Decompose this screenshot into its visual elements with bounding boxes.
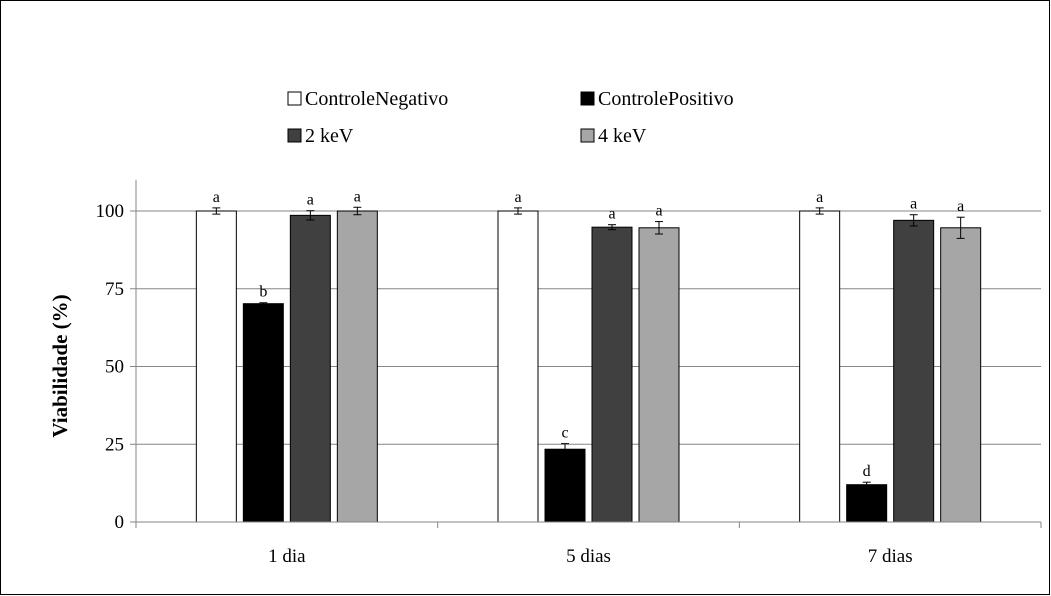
bar (591, 226, 633, 523)
y-tick-label: 100 (96, 201, 125, 222)
legend-label: 4 keV (598, 125, 647, 147)
significance-label: a (957, 198, 964, 215)
significance-label: c (561, 425, 568, 442)
legend-label: ControleNegativo (305, 88, 448, 110)
significance-label: a (307, 192, 314, 209)
significance-label: a (910, 196, 917, 213)
legend-item: 4 keV (580, 125, 647, 147)
bar (638, 227, 680, 523)
legend: ControleNegativo ControlePositivo 2 keV 4 k… (287, 88, 734, 147)
y-tick-label: 25 (105, 434, 124, 455)
legend-swatch (580, 128, 595, 143)
bar (242, 303, 284, 523)
significance-label: a (514, 189, 521, 206)
bar (195, 210, 237, 523)
legend-item: ControleNegativo (287, 88, 448, 110)
y-tick-label: 0 (115, 512, 125, 533)
legend-swatch (580, 91, 595, 106)
bar (940, 227, 982, 523)
tick-labels: 0 25 50 75 100 1 dia 5 dias 7 dias (96, 201, 913, 567)
axes (130, 179, 1042, 528)
x-tick-label: 1 dia (268, 546, 306, 567)
significance-label: b (259, 284, 267, 301)
significance-label: a (816, 189, 823, 206)
legend-label: ControlePositivo (598, 88, 734, 110)
bar (846, 484, 888, 523)
y-tick-label: 75 (105, 279, 124, 300)
gridlines (136, 210, 1041, 445)
bar (289, 214, 331, 523)
bar (544, 448, 586, 523)
bar (497, 210, 539, 523)
significance-label: a (354, 188, 361, 205)
x-tick-label: 5 dias (566, 546, 611, 567)
y-tick-label: 50 (105, 357, 124, 378)
significance-label: a (608, 206, 615, 223)
bars: a b a a a c a a a d a a (195, 188, 982, 523)
significance-label: d (863, 463, 871, 480)
legend-item: ControlePositivo (580, 88, 734, 110)
legend-label: 2 keV (305, 125, 354, 147)
bar (336, 210, 378, 523)
significance-label: a (213, 189, 220, 206)
legend-swatch (287, 91, 302, 106)
x-tick-label: 7 dias (868, 546, 913, 567)
bar (799, 210, 841, 523)
legend-item: 2 keV (287, 125, 354, 147)
bar (893, 219, 935, 523)
y-axis-title: Viabilidade (%) (48, 294, 72, 437)
significance-label: a (655, 203, 662, 220)
legend-swatch (287, 128, 302, 143)
